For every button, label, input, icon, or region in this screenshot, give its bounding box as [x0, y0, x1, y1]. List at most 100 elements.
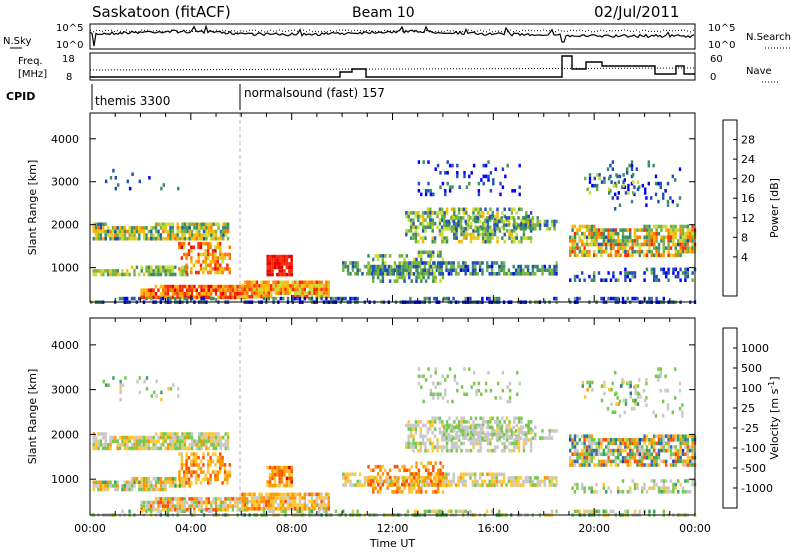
power-cell [465, 229, 468, 233]
power-cell [691, 242, 694, 247]
velocity-cell [602, 486, 605, 490]
power-cell [581, 242, 584, 247]
velocity-cell [409, 423, 413, 428]
velocity-cell [573, 509, 577, 514]
velocity-cell [438, 416, 442, 421]
power-cell [202, 296, 206, 301]
velocity-cell [155, 394, 158, 398]
power-cell [226, 295, 230, 300]
power-cell [216, 267, 219, 271]
power-cell [553, 226, 556, 231]
power-cell [94, 229, 98, 234]
velocity-cell [505, 429, 508, 433]
velocity-cell [460, 423, 463, 428]
power-cell [224, 284, 227, 289]
velocity-cell [278, 465, 281, 470]
velocity-cell [569, 463, 572, 467]
power-cell [106, 233, 110, 237]
velocity-cell [410, 479, 413, 483]
velocity-cell [121, 509, 124, 514]
velocity-cell [619, 448, 622, 453]
velocity-cell [586, 387, 589, 392]
power-cell [681, 271, 685, 275]
velocity-cell [643, 452, 646, 456]
power-cell [617, 296, 620, 301]
velocity-cell [291, 496, 294, 500]
power-cell [506, 163, 509, 168]
power-cell [677, 271, 680, 275]
velocity-cell [490, 479, 494, 484]
velocity-cell [629, 391, 632, 396]
velocity-cell [102, 484, 105, 488]
velocity-cell [510, 436, 513, 440]
power-cell [226, 288, 230, 292]
velocity-cell [477, 438, 480, 442]
velocity-cell [121, 435, 124, 440]
velocity-cell [116, 484, 119, 488]
power-cell [466, 223, 470, 227]
velocity-cell [427, 367, 430, 371]
power-cell [645, 253, 649, 258]
power-cell [278, 272, 281, 277]
velocity-cell [633, 509, 637, 514]
velocity-cell [420, 486, 423, 491]
power-cell [202, 241, 205, 246]
velocity-cell [669, 438, 673, 442]
power-cell [655, 235, 658, 240]
power-cell [614, 249, 617, 254]
power-cell [474, 272, 477, 276]
velocity-cell [255, 496, 259, 500]
power-cell [534, 226, 537, 231]
power-cell [679, 249, 682, 254]
power-cell [626, 228, 629, 232]
power-cell [412, 236, 415, 240]
power-cell [169, 296, 172, 301]
power-cell [631, 271, 634, 275]
power-cell [508, 229, 511, 233]
power-cell [429, 207, 432, 212]
power-cell [422, 268, 425, 273]
power-cell [627, 183, 630, 188]
velocity-cell [626, 452, 629, 456]
velocity-cell [147, 446, 151, 451]
velocity-cell [464, 432, 467, 437]
velocity-cell [104, 443, 107, 447]
velocity-cell [178, 439, 182, 443]
velocity-cell [207, 481, 210, 485]
velocity-cell [433, 434, 437, 439]
power-cell [633, 271, 637, 275]
velocity-cell [463, 392, 466, 397]
power-cell [569, 253, 572, 258]
velocity-cell [174, 439, 177, 443]
velocity-cell [243, 496, 247, 500]
power-cell [162, 226, 165, 230]
velocity-cell [162, 504, 165, 508]
velocity-cell [501, 370, 505, 375]
velocity-cell [573, 448, 577, 453]
power-cell [382, 264, 386, 269]
velocity-cell [282, 492, 285, 497]
velocity-cell [315, 503, 318, 507]
velocity-cell [657, 448, 661, 453]
velocity-cell [488, 432, 491, 437]
power-cell [310, 294, 314, 299]
velocity-cell [453, 374, 457, 379]
power-cell [381, 261, 385, 265]
velocity-cell [595, 448, 598, 453]
velocity-cell [585, 456, 589, 460]
velocity-cell [619, 445, 622, 449]
velocity-cell [289, 507, 292, 511]
velocity-cell [465, 448, 468, 453]
power-cell [681, 224, 685, 229]
velocity-cell [160, 397, 163, 402]
velocity-cell [441, 420, 444, 424]
power-cell [291, 294, 294, 299]
velocity-cell [467, 420, 470, 424]
velocity-cell [214, 432, 218, 436]
velocity-cell [681, 414, 684, 418]
power-cell [427, 189, 430, 193]
power-cell [573, 235, 577, 240]
power-cell [662, 253, 665, 258]
velocity-cell [503, 445, 506, 449]
velocity-cell [477, 388, 481, 393]
